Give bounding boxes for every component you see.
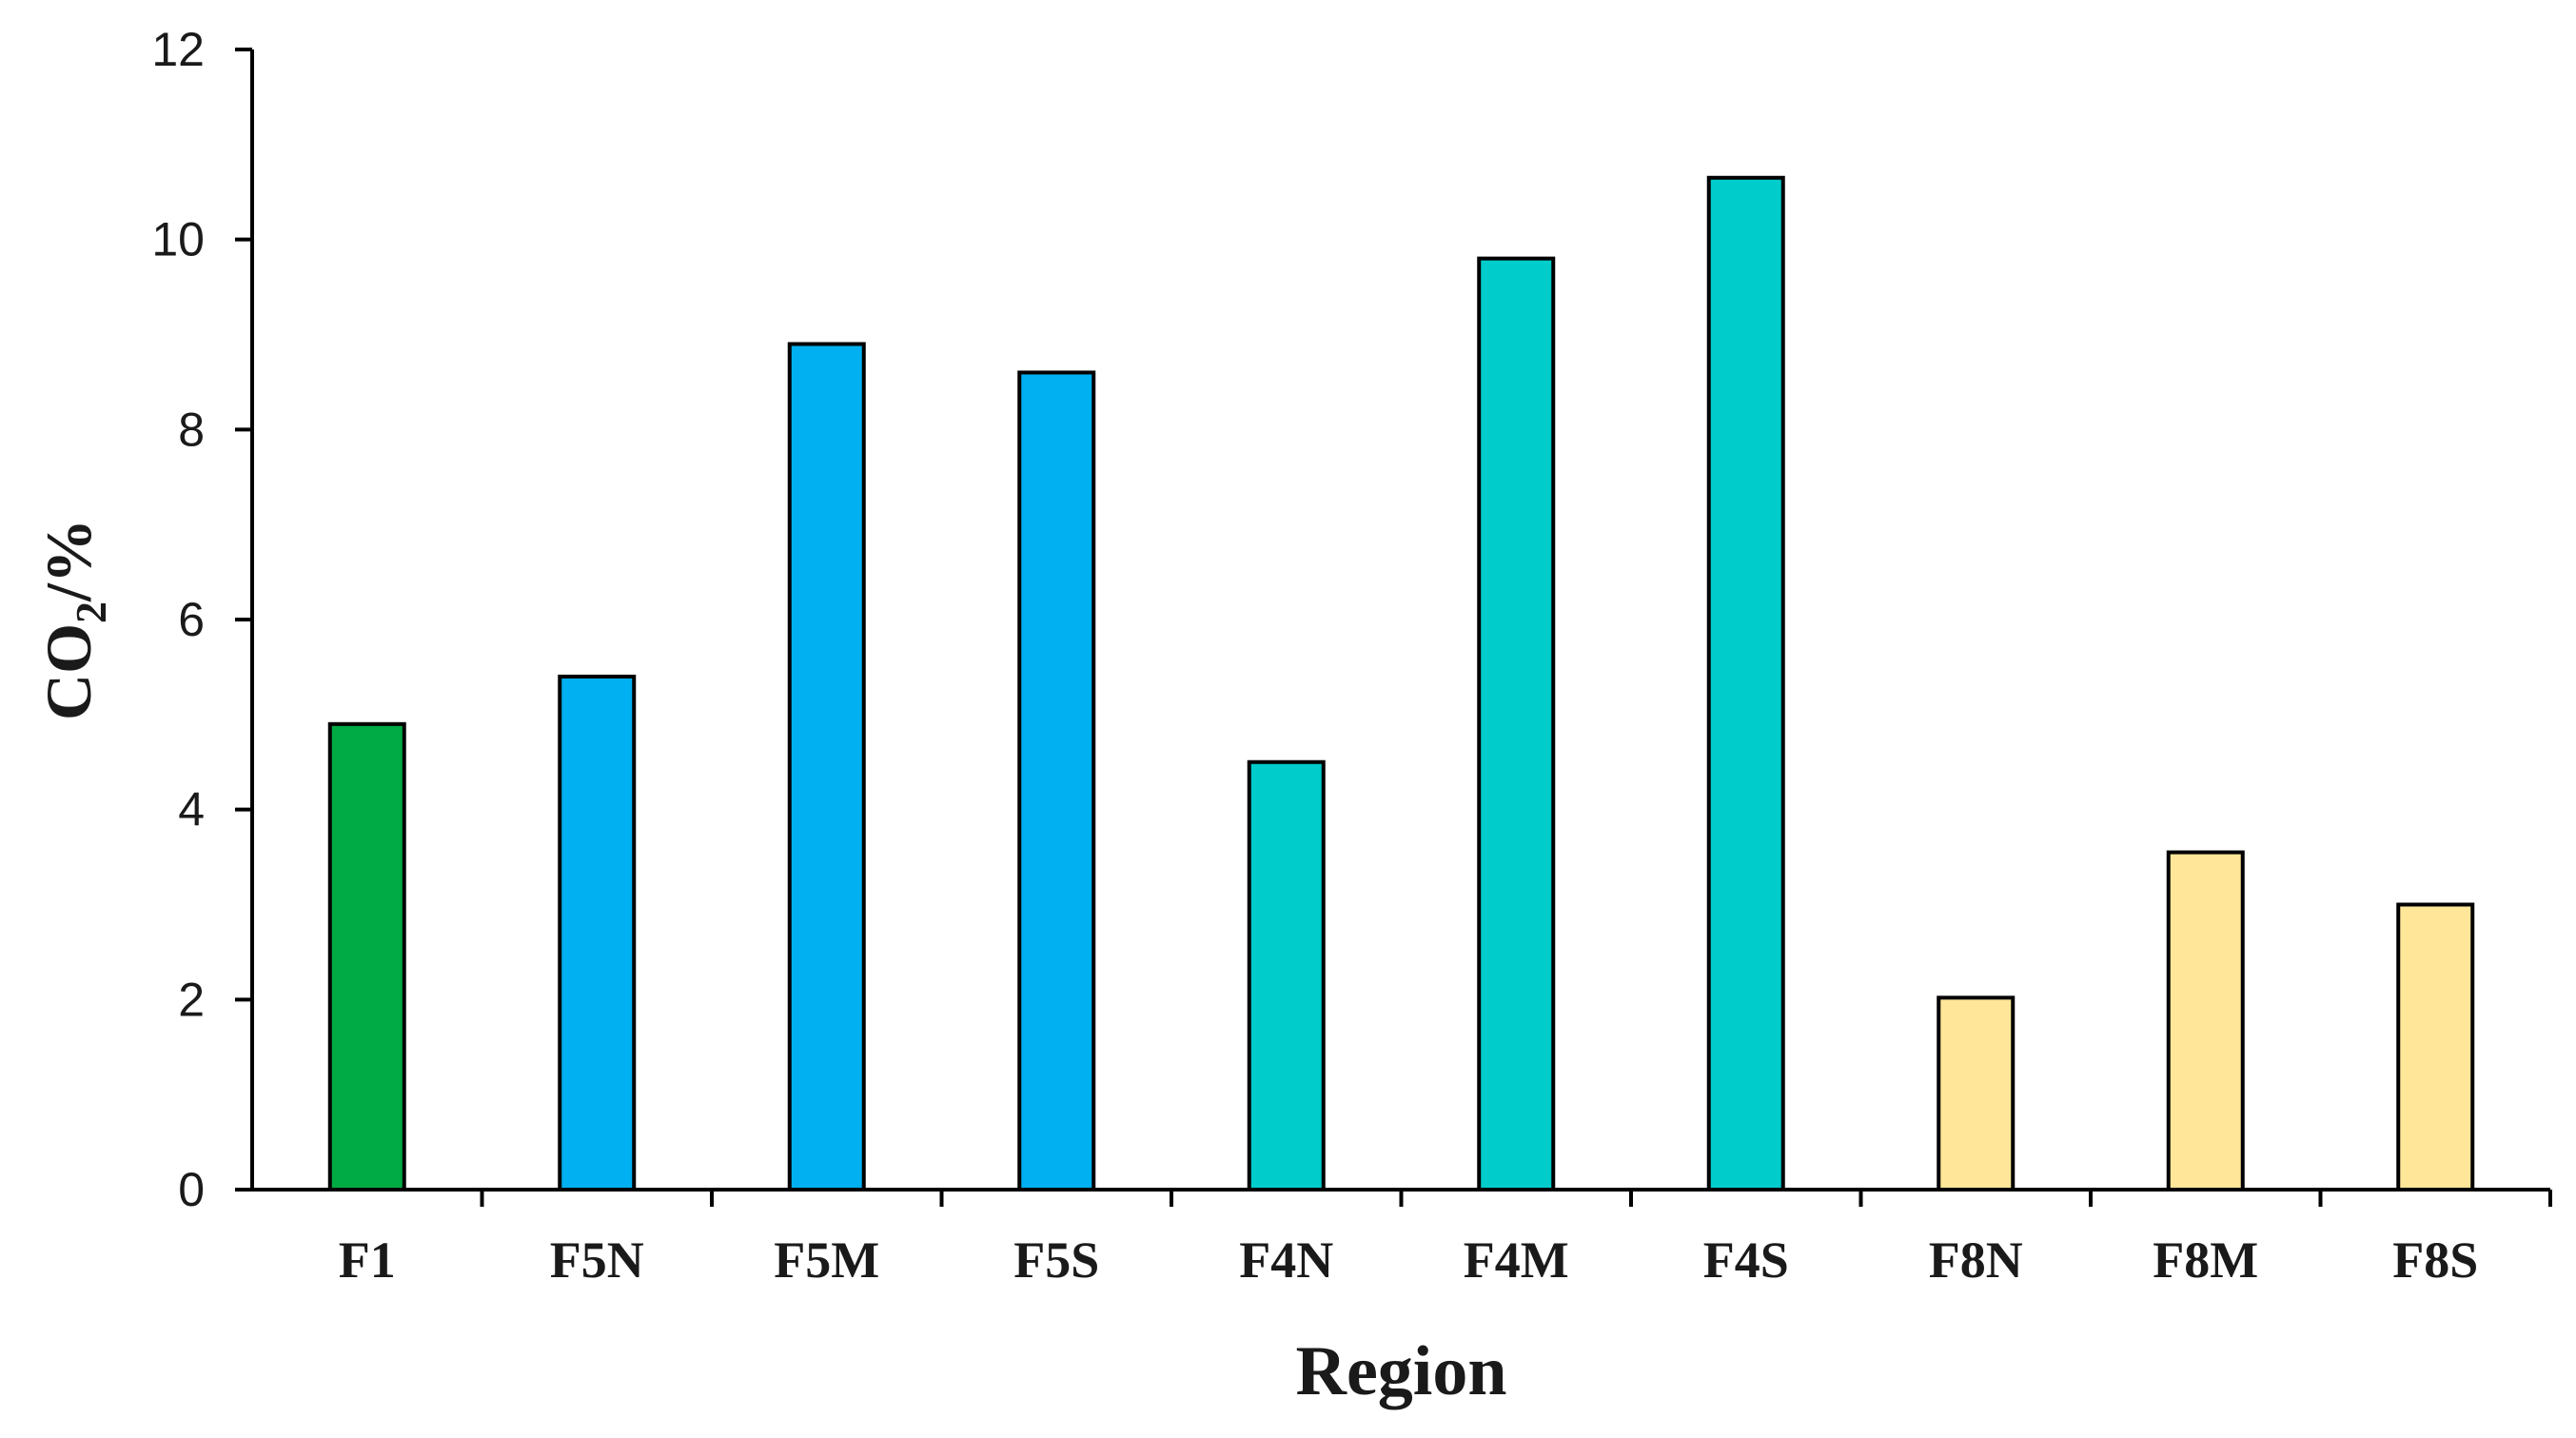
y-tick-label: 6 (178, 593, 205, 646)
x-tick-label: F8N (1929, 1231, 2023, 1289)
bar-f1 (327, 721, 406, 1192)
bar-f5n (558, 674, 637, 1192)
bar-f4m (1477, 256, 1556, 1192)
x-tick-label: F5N (550, 1231, 644, 1289)
y-axis-title: CO2/% (32, 519, 115, 720)
bar-f8n (1937, 995, 2016, 1192)
y-ticks: 0 2 4 6 8 10 12 (151, 23, 252, 1216)
x-tick-label: F1 (339, 1231, 396, 1289)
x-tick-label: F8S (2392, 1231, 2478, 1289)
x-axis-title: Region (1296, 1332, 1507, 1410)
y-tick-label: 0 (178, 1163, 205, 1216)
y-tick-label: 10 (151, 213, 205, 266)
y-tick-label: 4 (178, 783, 205, 837)
y-tick-label: 2 (178, 973, 205, 1026)
x-tick-label: F4S (1703, 1231, 1789, 1289)
bars-layer (327, 175, 2475, 1192)
x-tick-label: F4M (1464, 1231, 1569, 1289)
y-axis-title-rest: /% (32, 519, 105, 602)
y-tick-label: 12 (151, 23, 205, 76)
bar-f8s (2396, 902, 2475, 1192)
bar-f5s (1017, 370, 1096, 1192)
bar-f4s (1706, 175, 1785, 1192)
bar-f8m (2166, 850, 2245, 1192)
bar-f5m (787, 342, 866, 1192)
x-ticks: F1 F5N F5M F5S F4N F4M F4S F8N F8M F8S (339, 1190, 2552, 1289)
y-axis-title-subscript: 2 (67, 601, 115, 623)
x-tick-label: F8M (2153, 1231, 2258, 1289)
bar-f4n (1247, 759, 1326, 1192)
x-tick-label: F5S (1013, 1231, 1099, 1289)
x-tick-label: F4N (1239, 1231, 1333, 1289)
y-tick-label: 8 (178, 403, 205, 456)
y-axis-title-main: CO (32, 623, 105, 720)
x-tick-label: F5M (774, 1231, 879, 1289)
